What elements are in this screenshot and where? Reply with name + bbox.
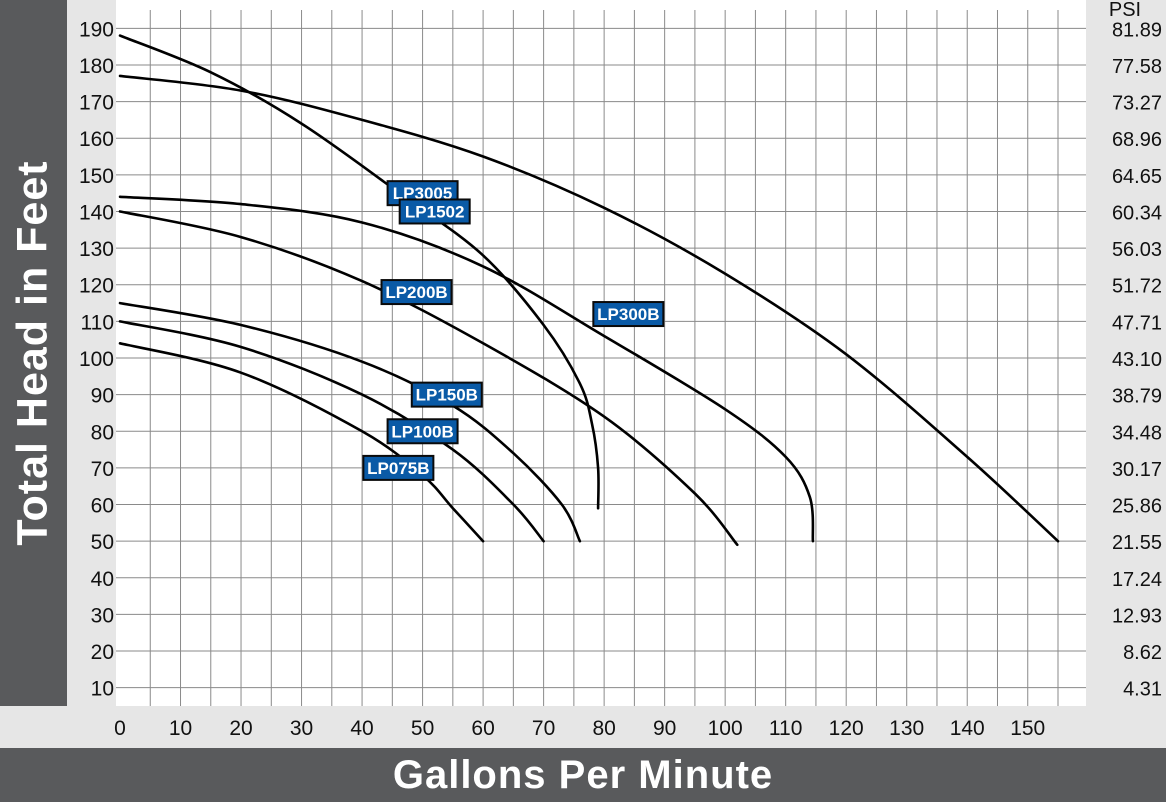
y-tick-label: 100 [79, 348, 114, 371]
y-tick-label: 150 [79, 165, 114, 188]
grid [116, 10, 1086, 706]
y-tick-label: 70 [91, 458, 114, 481]
y-tick-label: 60 [91, 495, 114, 518]
x-tick-label: 120 [829, 717, 864, 740]
psi-tick-label: 47.71 [1112, 312, 1162, 334]
x-tick-label: 130 [889, 717, 924, 740]
y-tick-label: 180 [79, 55, 114, 78]
psi-tick-label: 25.86 [1112, 496, 1162, 518]
x-tick-label: 20 [229, 717, 252, 740]
y-tick-label: 80 [91, 421, 114, 444]
y-tick-label: 140 [79, 201, 114, 224]
y-tick-label: 190 [79, 18, 114, 41]
x-axis-title: Gallons Per Minute [0, 748, 1166, 802]
y-tick-label: 130 [79, 238, 114, 261]
x-tick-labels: 0 10 20 30 40 50 60 70 80 90 100 110 120 130 140 150 [114, 717, 1045, 740]
series-label-box-lp200b [380, 279, 453, 306]
curve-lp075b [118, 342, 485, 543]
y-tick-label: 50 [91, 531, 114, 554]
psi-tick-label: 34.48 [1112, 422, 1162, 444]
psi-tick-label: 60.34 [1112, 202, 1162, 224]
y-tick-label: 120 [79, 275, 114, 298]
x-tick-label: 0 [114, 717, 126, 740]
y-tick-label: 160 [79, 128, 114, 151]
x-tick-label: 140 [950, 717, 985, 740]
y-axis-title-bar: Total Head in Feet [0, 0, 67, 706]
y-tick-label: 30 [91, 604, 114, 627]
psi-tick-label: 51.72 [1112, 276, 1162, 298]
psi-tick-label: 4.31 [1123, 679, 1162, 701]
series-label-box-lp075b [362, 454, 435, 481]
y-tick-labels: 10 20 30 40 50 60 70 80 90 100 110 120 130 140 150 160 1… [79, 18, 114, 700]
psi-tick-label: 30.17 [1112, 459, 1162, 481]
psi-tick-label: 38.79 [1112, 386, 1162, 408]
psi-tick-label: 21.55 [1112, 532, 1162, 554]
x-tick-label: 30 [290, 717, 313, 740]
series-label-box-lp300b [592, 301, 665, 328]
series-label-lp075b: LP075B [367, 459, 429, 478]
curve-lp200b [118, 210, 739, 547]
psi-tick-label: 12.93 [1112, 605, 1162, 627]
series-label-lp1502: LP1502 [405, 202, 465, 221]
psi-tick-label: 73.27 [1112, 93, 1162, 115]
series-label-lp150b: LP150B [416, 386, 478, 405]
series-label-lp200b: LP200B [385, 283, 447, 302]
psi-tick-label: 77.58 [1112, 56, 1162, 78]
x-tick-band [0, 706, 1166, 748]
x-tick-label: 70 [532, 717, 555, 740]
y-tick-label: 40 [91, 568, 114, 591]
curve-lp100b [118, 320, 545, 543]
x-tick-label: 60 [471, 717, 494, 740]
psi-tick-label: 68.96 [1112, 129, 1162, 151]
series-label-lp3005: LP3005 [393, 184, 453, 203]
psi-tick-label: 81.89 [1112, 19, 1162, 41]
pump-curves [118, 34, 1060, 547]
psi-tick-label: 56.03 [1112, 239, 1162, 261]
series-label-lp300b: LP300B [597, 305, 659, 324]
y-tick-label: 110 [81, 311, 114, 334]
x-tick-label: 80 [592, 717, 615, 740]
psi-tick-label: 8.62 [1123, 642, 1162, 664]
curve-lp1502 [118, 34, 600, 510]
x-tick-label: 90 [653, 717, 676, 740]
psi-tick-label: 43.10 [1112, 349, 1162, 371]
curve-lp3005 [118, 74, 1060, 543]
y-tick-label: 20 [91, 641, 114, 664]
x-tick-label: 150 [1010, 717, 1045, 740]
psi-tick-labels: PSI 4.31 8.62 12.93 17.24 21.55 25.86 30.17 34.… [1109, 0, 1162, 701]
series-label-box-lp150b [410, 381, 483, 408]
psi-tick-label: 17.24 [1112, 569, 1162, 591]
x-tick-label: 40 [350, 717, 373, 740]
series-label-box-lp1502 [398, 198, 471, 225]
y-tick-label: 90 [91, 385, 114, 408]
y-tick-label: 170 [79, 92, 114, 115]
series-label-lp100b: LP100B [391, 422, 453, 441]
psi-tick-gutter [1086, 0, 1166, 706]
psi-tick-label: 64.65 [1112, 166, 1162, 188]
x-tick-label: 50 [411, 717, 434, 740]
x-tick-label: 110 [769, 717, 802, 740]
y-tick-gutter [67, 0, 116, 706]
x-tick-label: 10 [169, 717, 192, 740]
curve-lp300b [118, 195, 815, 543]
psi-axis-title: PSI [1109, 0, 1141, 21]
x-tick-label: 100 [708, 717, 743, 740]
y-tick-label: 10 [91, 678, 114, 701]
curve-lp150b [118, 301, 582, 543]
series-label-box-lp100b [386, 418, 459, 445]
